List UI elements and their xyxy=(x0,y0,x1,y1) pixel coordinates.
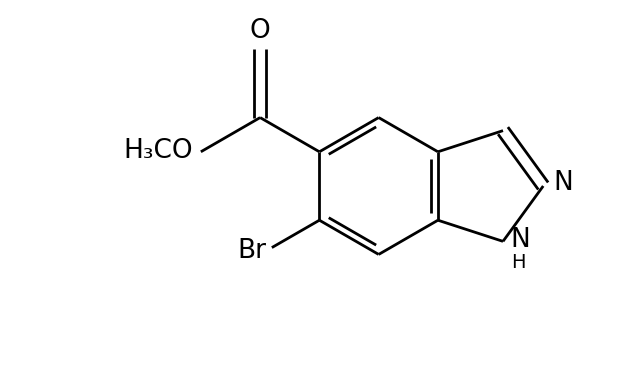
Text: H: H xyxy=(511,253,525,272)
Text: H₃CO: H₃CO xyxy=(124,138,193,164)
Text: N: N xyxy=(511,227,531,253)
Text: O: O xyxy=(250,18,271,44)
Text: Br: Br xyxy=(237,237,266,263)
Text: N: N xyxy=(553,170,573,196)
